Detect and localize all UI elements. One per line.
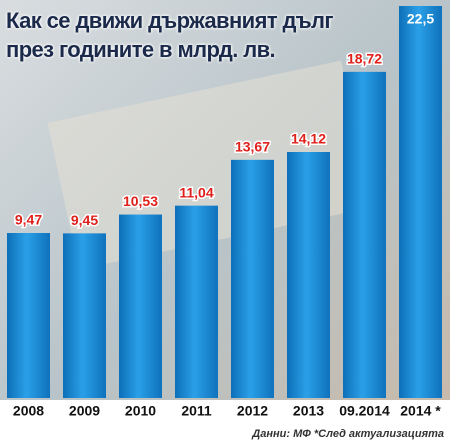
x-tick-label: 2014 * — [400, 403, 441, 419]
x-tick-label: 2009 — [69, 403, 100, 419]
bar — [343, 71, 386, 398]
bar — [63, 233, 106, 398]
x-tick-label: 09.2014 — [339, 403, 390, 419]
bar — [287, 151, 330, 398]
value-label: 18,72 — [347, 51, 382, 67]
value-label: 14,12 — [291, 131, 326, 147]
x-tick-label: 2011 — [181, 403, 212, 419]
x-tick-label: 2012 — [237, 403, 268, 419]
x-tick-label: 2013 — [293, 403, 324, 419]
footer-strip — [0, 400, 450, 443]
value-label: 9,45 — [71, 212, 98, 228]
bar — [119, 214, 162, 398]
bar — [175, 205, 218, 398]
chart-title: Как се движи държавният дълг през години… — [6, 8, 334, 62]
value-label: 13,67 — [235, 139, 270, 155]
x-tick-label: 2010 — [125, 403, 156, 419]
source: Данни: МФ *След актуализацията — [251, 428, 444, 440]
value-label: 10,53 — [123, 193, 158, 209]
value-label: 9,47 — [15, 212, 42, 228]
value-label: 22,5 — [407, 11, 434, 27]
x-tick-label: 2008 — [13, 403, 44, 419]
bar — [231, 159, 274, 398]
bar — [7, 233, 50, 398]
value-label: 11,04 — [179, 184, 213, 200]
bar — [399, 6, 442, 398]
